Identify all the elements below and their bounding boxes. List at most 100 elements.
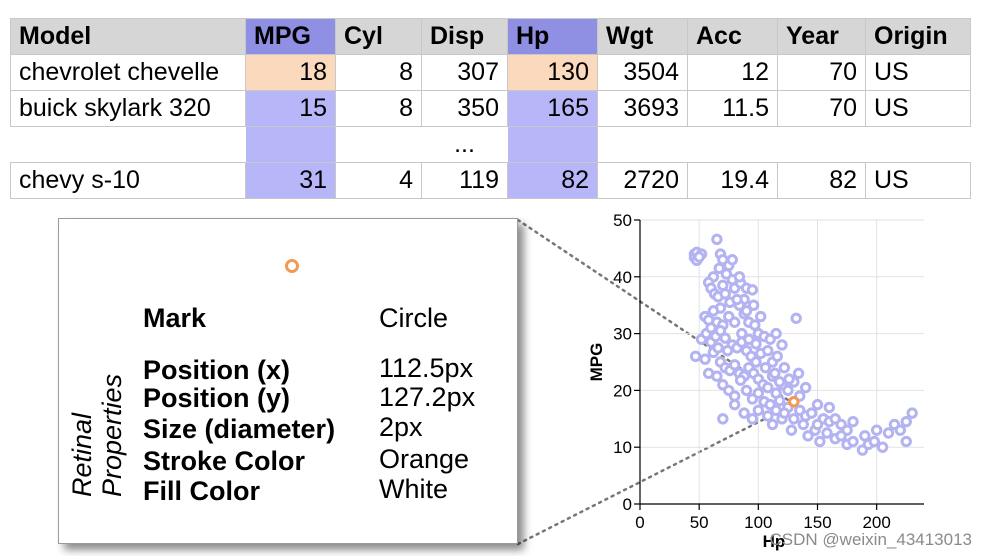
x-axis-title: Hp	[763, 532, 786, 551]
table-cell: chevy s-10	[10, 162, 246, 199]
table-cell: chevrolet chevelle	[10, 54, 246, 91]
scatter-point	[699, 353, 711, 365]
table-cell: 3693	[597, 90, 688, 127]
scatter-point	[719, 288, 731, 300]
y-tick-label: 40	[613, 268, 632, 287]
x-tick-label: 200	[862, 513, 890, 532]
scatter-point	[738, 407, 750, 419]
scatter-point	[689, 350, 702, 363]
scatter-point	[821, 427, 833, 439]
scatter-point	[746, 284, 759, 296]
scatter-point	[720, 268, 733, 280]
scatter-point	[733, 271, 746, 283]
scatter-point	[731, 293, 743, 306]
table-cell: 19.4	[687, 162, 778, 199]
axis-ticks: 0 50 100 150 200 0 10 20 30 40 50	[613, 211, 924, 532]
scatter-point	[750, 356, 762, 368]
scatter-point	[783, 373, 795, 385]
scatter-point	[734, 374, 747, 386]
connector-line-bottom	[516, 402, 796, 546]
property-name-mark: Mark	[143, 303, 207, 333]
scatter-point	[728, 359, 741, 371]
table-cell: 8	[335, 54, 422, 91]
scatter-plot: 0 50 100 150 200 0 10 20 30 40 50 Hp MPG	[587, 211, 924, 551]
scatter-point	[805, 407, 818, 419]
scatter-point	[811, 418, 824, 431]
scatter-point	[868, 435, 880, 448]
table-row[interactable]: chevy s-10 31 4 119 82 2720 19.4 82 US	[10, 162, 971, 199]
column-header-acc[interactable]: Acc	[687, 18, 778, 55]
scatter-point	[707, 305, 720, 317]
scatter-point	[693, 251, 705, 263]
scatter-point	[894, 424, 907, 436]
property-value-fill-color: White	[379, 474, 449, 504]
y-tick-label: 50	[613, 211, 632, 230]
table-cell: US	[865, 90, 971, 127]
scatter-point	[736, 327, 748, 340]
scatter-point	[752, 387, 765, 399]
scatter-point	[721, 344, 734, 357]
scatter-point	[743, 333, 755, 345]
property-name-stroke-color: Stroke Color	[143, 446, 306, 476]
y-axis-title: MPG	[587, 343, 606, 382]
column-header-wgt[interactable]: Wgt	[597, 18, 688, 55]
table-cell: 4	[335, 162, 422, 199]
y-tick-label: 10	[613, 438, 632, 457]
property-name-position-y: Position (y)	[143, 383, 290, 413]
scatter-point	[728, 398, 741, 411]
scatter-point	[717, 413, 729, 425]
scatter-point	[726, 254, 739, 266]
column-header-disp[interactable]: Disp	[421, 18, 508, 55]
scatter-point	[711, 233, 723, 246]
scatter-point	[782, 384, 794, 397]
table-cell: 350	[421, 90, 508, 127]
scatter-point	[823, 401, 836, 414]
x-tick-label: 50	[690, 513, 709, 532]
scatter-point	[811, 398, 824, 411]
table-header-row: Model MPG Cyl Disp Hp Wgt Acc Year Origi…	[10, 18, 971, 55]
scatter-point	[790, 312, 802, 324]
column-header-model[interactable]: Model	[10, 18, 246, 55]
scatter-point	[847, 435, 859, 448]
scatter-point	[714, 325, 727, 337]
scatter-point	[740, 305, 753, 317]
scatter-point	[755, 310, 767, 323]
table-cell: 82	[777, 162, 866, 199]
property-name-position-x: Position (x)	[143, 355, 290, 385]
scatter-point	[802, 430, 814, 442]
table-cell: US	[865, 162, 971, 199]
connector-line-top	[516, 218, 796, 406]
scatter-point	[762, 410, 774, 422]
property-name-size: Size (diameter)	[143, 414, 336, 444]
retinal-properties-label: Retinal Properties	[67, 374, 127, 497]
scatter-point	[769, 367, 781, 380]
scatter-point	[778, 361, 791, 374]
scatter-point	[712, 342, 724, 354]
scatter-point	[776, 339, 788, 351]
ellipsis-text: ...	[421, 126, 508, 163]
scatter-point	[773, 376, 786, 388]
property-value-stroke-color: Orange	[379, 444, 470, 474]
table-cell: 70	[777, 54, 866, 91]
property-name-fill-color: Fill Color	[143, 476, 260, 506]
column-header-origin[interactable]: Origin	[865, 18, 971, 55]
scatter-point	[752, 404, 765, 416]
scatter-point	[747, 299, 760, 311]
table-row[interactable]: chevrolet chevelle 18 8 307 130 3504 12 …	[10, 54, 971, 91]
scatter-point	[766, 418, 779, 431]
property-value-position-y: 127.2px	[379, 382, 476, 412]
y-tick-label: 0	[623, 495, 632, 514]
scatter-point	[778, 407, 791, 419]
scatter-point	[797, 418, 810, 431]
retinal-label-line2: Properties	[97, 373, 127, 497]
table-cell: US	[865, 54, 971, 91]
property-value-position-x: 112.5px	[379, 353, 474, 383]
scatter-point	[771, 350, 783, 363]
scatter-point	[762, 344, 774, 357]
scatter-point	[900, 435, 912, 448]
table-cell: 31	[245, 162, 336, 199]
highlight-point-layer	[788, 396, 800, 408]
scatter-point	[900, 415, 912, 428]
column-header-year[interactable]: Year	[777, 18, 866, 55]
